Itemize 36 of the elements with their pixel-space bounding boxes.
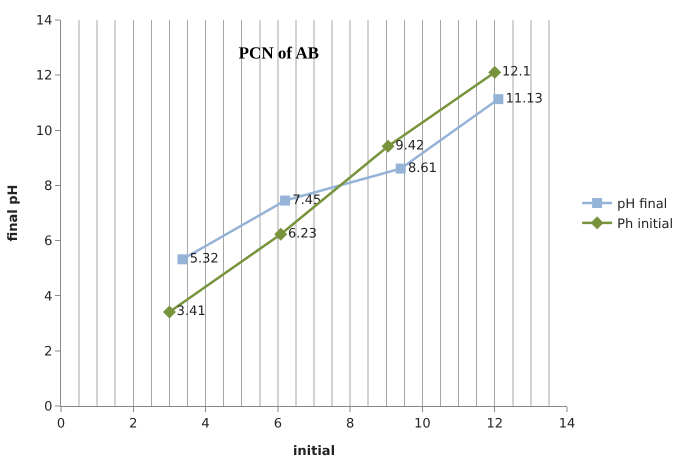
point <box>488 66 502 79</box>
data-label: 8.61 <box>408 160 437 176</box>
y-tick-label: 10 <box>36 124 52 139</box>
y-tick-label: 6 <box>44 234 52 250</box>
point <box>177 254 188 264</box>
y-tick-label: 2 <box>44 344 52 360</box>
y-tick-label: 12 <box>36 68 52 84</box>
point <box>280 196 290 206</box>
text: PCN of AB <box>238 44 319 63</box>
y-tick-label: 14 <box>36 14 52 29</box>
data-label: 6.23 <box>288 226 317 242</box>
data-label: 12.1 <box>502 64 531 80</box>
y-axis-title: final pH <box>6 184 21 242</box>
point <box>493 94 504 104</box>
legend-label: Ph initial <box>617 216 674 232</box>
data-label: 3.41 <box>176 304 206 320</box>
y-tick-label: 4 <box>44 289 52 304</box>
x-tick-label: 2 <box>129 416 138 432</box>
y-tick-label: 0 <box>44 400 52 415</box>
legend-label: pH final <box>617 197 668 212</box>
data-label: 9.42 <box>395 138 424 154</box>
x-tick-label: 8 <box>346 416 354 432</box>
x-tick-label: 6 <box>274 416 282 432</box>
x-tick-label: 12 <box>486 416 503 432</box>
x-tick-label: 10 <box>414 416 431 432</box>
point <box>396 164 406 174</box>
x-tick-label: 0 <box>56 416 66 432</box>
x-tick-label: 14 <box>558 416 576 432</box>
point <box>274 228 288 241</box>
x-tick-label: 4 <box>201 416 210 432</box>
point <box>162 305 176 318</box>
point <box>382 140 395 153</box>
data-label: 5.32 <box>190 252 219 267</box>
x-axis-title: initial <box>292 444 336 460</box>
y-tick-label: 8 <box>44 178 52 194</box>
data-label: 11.13 <box>506 91 543 106</box>
